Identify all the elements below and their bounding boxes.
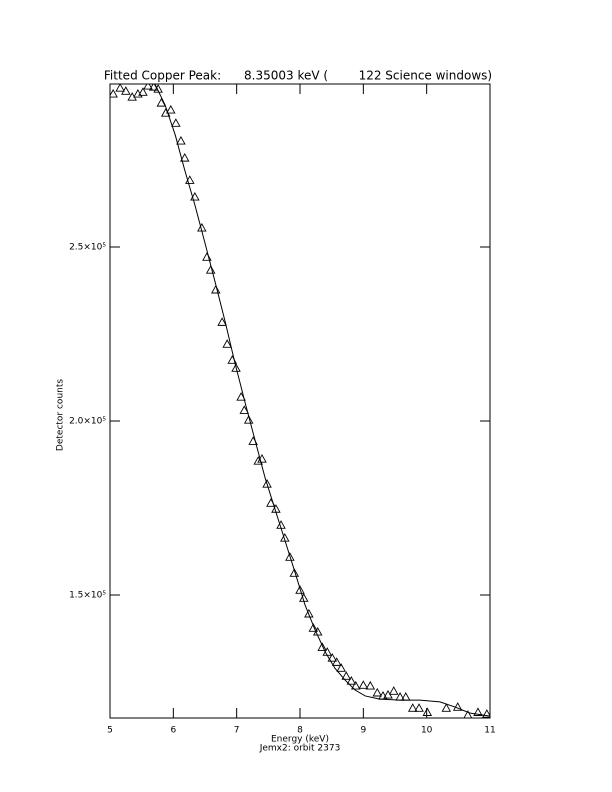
data-point xyxy=(179,152,190,162)
data-point xyxy=(217,317,227,326)
y-tick-label: 2.0×10⁵ xyxy=(69,417,106,427)
data-point xyxy=(202,252,212,261)
data-point xyxy=(171,118,181,127)
data-point xyxy=(407,703,418,712)
x-tick-label: 8 xyxy=(297,726,303,736)
data-point xyxy=(138,87,148,96)
data-point xyxy=(327,653,338,662)
data-point xyxy=(388,686,399,695)
data-point xyxy=(205,265,216,274)
fit-line xyxy=(154,84,490,717)
data-point xyxy=(110,88,118,98)
y-tick-label: 2.5×10⁵ xyxy=(69,243,106,253)
data-point xyxy=(295,585,305,594)
data-point xyxy=(441,703,452,712)
data-point xyxy=(115,84,125,92)
data-point xyxy=(262,479,272,488)
data-point xyxy=(336,663,346,672)
chart-title: Fitted Copper Peak: 8.35003 keV ( 122 Sc… xyxy=(104,69,492,83)
data-point xyxy=(414,703,424,712)
data-point xyxy=(341,671,351,680)
plot-area xyxy=(110,84,490,718)
data-point xyxy=(153,84,163,93)
data-point xyxy=(452,702,463,711)
plot-frame xyxy=(109,83,491,719)
chart-subtitle: Jemx2: orbit 2373 xyxy=(259,744,341,754)
data-point xyxy=(133,88,143,98)
data-point xyxy=(482,709,490,718)
x-tick-label: 7 xyxy=(234,726,240,736)
data-point xyxy=(285,552,295,561)
x-axis-label: Energy (keV) xyxy=(271,735,329,745)
x-tick-label: 9 xyxy=(360,726,366,736)
data-point xyxy=(463,710,473,718)
data-point xyxy=(222,339,232,348)
data-point xyxy=(156,98,167,107)
data-point xyxy=(121,86,131,95)
data-point xyxy=(166,104,176,114)
x-tick-label: 5 xyxy=(107,726,113,736)
data-point xyxy=(358,680,369,689)
data-point xyxy=(473,707,483,716)
y-tick-label: 1.5×10⁵ xyxy=(69,591,106,601)
y-axis-label: Detector counts xyxy=(56,379,66,451)
data-point xyxy=(231,363,241,372)
data-point xyxy=(308,623,319,632)
data-point xyxy=(289,568,300,577)
data-point xyxy=(350,680,361,690)
data-point xyxy=(176,135,186,145)
data-point xyxy=(346,676,357,685)
x-tick-label: 11 xyxy=(484,726,495,736)
data-point xyxy=(331,657,342,666)
data-point xyxy=(304,608,314,618)
data-point xyxy=(239,405,250,414)
x-tick-label: 6 xyxy=(170,726,176,736)
data-point xyxy=(365,680,376,690)
data-point xyxy=(317,642,327,651)
x-tick-label: 10 xyxy=(421,726,433,736)
data-point xyxy=(372,687,383,697)
data-point xyxy=(143,84,153,90)
data-point xyxy=(211,284,221,294)
data-point xyxy=(422,707,433,716)
data-point xyxy=(243,415,254,424)
